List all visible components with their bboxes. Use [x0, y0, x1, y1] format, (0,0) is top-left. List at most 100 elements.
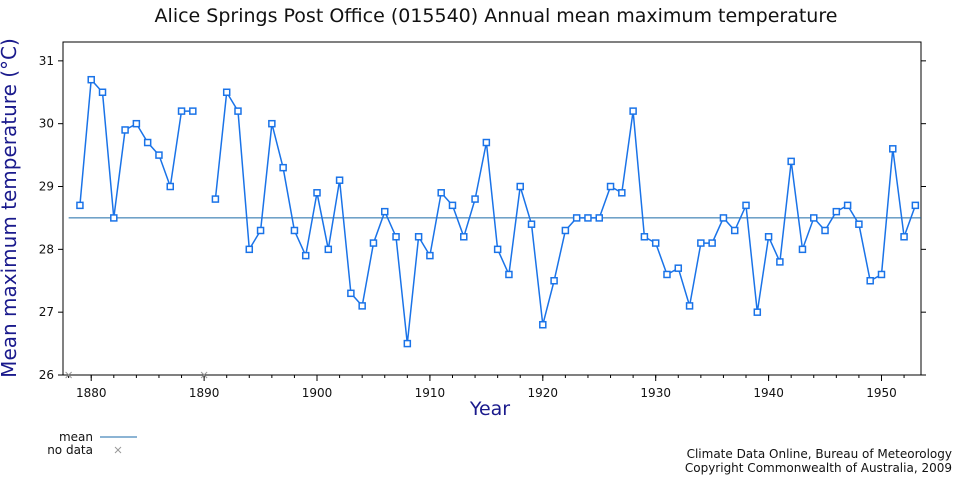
data-point: [663, 270, 671, 279]
x-axis-label: Year: [469, 398, 510, 420]
data-point: [730, 226, 739, 235]
data-point: [189, 107, 197, 115]
data-point: [561, 226, 570, 235]
data-point: [572, 214, 581, 222]
data-point: [606, 182, 615, 191]
data-point: [584, 214, 592, 222]
data-point: [821, 226, 829, 235]
x-tick-label: 1920: [528, 386, 559, 400]
data-point: [121, 126, 129, 134]
data-point: [674, 264, 683, 272]
no-data-marker: [65, 371, 72, 379]
data-point: [358, 302, 366, 310]
data-point: [166, 182, 174, 191]
data-point: [437, 189, 445, 197]
data-point: [369, 239, 378, 247]
data-point: [629, 107, 637, 115]
y-tick-label: 29: [39, 180, 54, 194]
data-point: [211, 195, 220, 203]
data-point: [448, 201, 457, 210]
data-point: [290, 226, 299, 235]
data-point: [279, 163, 287, 172]
data-point: [177, 107, 186, 115]
data-point: [843, 201, 852, 210]
data-point: [381, 207, 389, 216]
data-point: [776, 258, 784, 266]
data-point: [110, 214, 118, 222]
x-tick-label: 1910: [415, 386, 446, 400]
plot-area: [58, 41, 926, 381]
data-point: [132, 119, 141, 128]
data-point: [493, 245, 502, 254]
legend-nodata-label: no data: [47, 443, 93, 457]
data-point: [708, 239, 716, 247]
data-point: [810, 214, 818, 222]
data-point: [516, 182, 524, 191]
data-point: [426, 251, 434, 260]
data-point: [268, 119, 276, 128]
data-point: [301, 251, 310, 260]
x-tick-label: 1940: [753, 386, 784, 400]
data-point: [87, 75, 95, 84]
data-point: [98, 88, 107, 97]
x-tick-label: 1900: [302, 386, 333, 400]
data-point: [76, 201, 84, 210]
data-point: [324, 245, 333, 254]
data-point: [753, 308, 762, 316]
data-point: [539, 320, 547, 329]
data-point: [403, 339, 412, 348]
data-point: [595, 214, 603, 222]
data-point: [911, 201, 920, 210]
y-tick-label: 26: [39, 368, 54, 382]
data-point: [313, 189, 321, 197]
data-point: [764, 233, 773, 241]
data-point: [651, 239, 660, 247]
y-tick-label: 28: [39, 242, 54, 256]
data-point: [460, 233, 468, 241]
data-point: [889, 145, 897, 153]
x-tick-label: 1890: [189, 386, 220, 400]
credit-line-2: Copyright Commonwealth of Australia, 200…: [685, 461, 952, 475]
y-tick-label: 31: [39, 54, 54, 68]
data-point: [550, 277, 558, 285]
data-point: [143, 138, 152, 147]
data-point: [505, 270, 513, 279]
data-point: [414, 233, 423, 241]
data-point: [618, 189, 626, 197]
x-tick-label: 1950: [866, 386, 897, 400]
data-point: [245, 245, 254, 254]
y-tick-label: 30: [39, 117, 54, 131]
data-point: [877, 270, 886, 279]
x-tick-label: 1930: [640, 386, 671, 400]
data-point: [832, 207, 841, 216]
data-point: [234, 107, 242, 115]
credit-line-1: Climate Data Online, Bureau of Meteorolo…: [687, 447, 952, 461]
y-tick-label: 27: [39, 305, 54, 319]
data-point: [798, 245, 807, 254]
data-point: [900, 233, 908, 241]
data-point: [866, 277, 874, 285]
x-tick-label: 1880: [76, 386, 107, 400]
no-data-marker: [200, 371, 208, 379]
data-point: [471, 195, 479, 203]
series-line: [79, 77, 193, 218]
legend-mean-label: mean: [59, 430, 93, 444]
data-point: [742, 201, 750, 210]
legend: mean no data: [47, 430, 137, 457]
data-point: [719, 214, 728, 222]
data-point: [640, 233, 649, 241]
data-point: [527, 220, 536, 228]
data-point: [697, 239, 705, 247]
data-point: [482, 138, 491, 147]
legend-nodata-marker: [114, 446, 122, 454]
data-point: [335, 176, 344, 184]
data-point: [685, 302, 694, 310]
data-point: [855, 220, 863, 228]
data-point: [256, 226, 265, 235]
data-point: [392, 233, 400, 241]
data-point: [347, 289, 355, 298]
data-point: [787, 157, 795, 166]
data-point: [222, 88, 231, 97]
chart-title: Alice Springs Post Office (015540) Annua…: [155, 5, 838, 27]
